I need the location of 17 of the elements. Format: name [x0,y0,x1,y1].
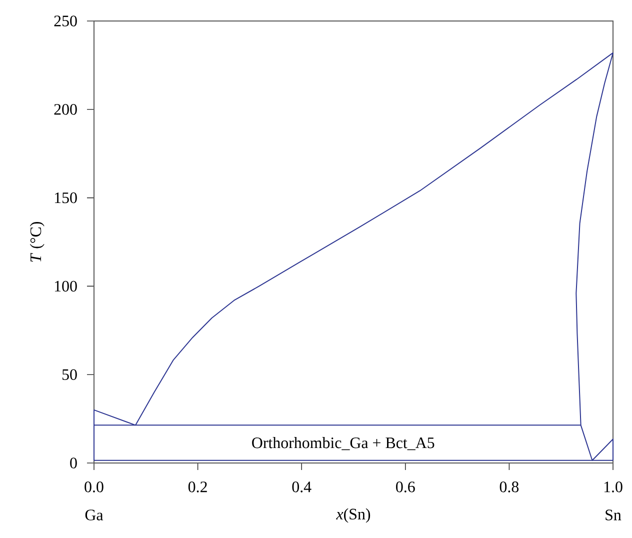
x-tick-label: 0.0 [84,482,104,492]
y-tick-label: 150 [54,192,77,204]
y-tick-label: 0 [70,458,77,468]
x-tick-label: 1.0 [604,482,622,492]
text: Sn [606,510,622,520]
text: Ga [85,510,104,520]
x-tick-label: 0.6 [396,482,415,492]
y-tick-label: 50 [62,369,77,380]
x-tick-label: 0.4 [292,482,312,492]
y-tick-label: 100 [54,280,77,292]
y-tick-label: 200 [54,104,77,115]
x-tick-label: 0.8 [500,482,519,492]
y-tick-label: 250 [54,16,77,26]
y-axis-title: T (°C) [30,222,44,262]
x-axis-title: x(Sn) [336,508,370,523]
x-tick-label: 0.2 [188,482,207,492]
annotation: Orthorhombic_Ga + Bct_A5 [252,436,434,450]
